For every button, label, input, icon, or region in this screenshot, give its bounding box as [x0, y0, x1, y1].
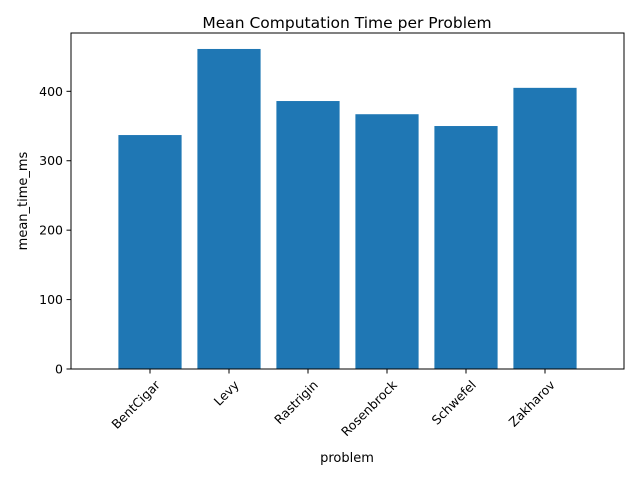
- bar-bentcigar: [118, 135, 182, 369]
- bar-rosenbrock: [355, 114, 419, 369]
- y-tick-label: 100: [39, 292, 63, 307]
- x-axis-label: problem: [320, 451, 374, 466]
- bar-rastrigin: [276, 101, 340, 370]
- bar-schwefel: [434, 126, 498, 369]
- y-axis-label: mean_time_ms: [16, 151, 31, 250]
- bars-group: [118, 48, 577, 370]
- plot-frame: [70, 32, 625, 370]
- y-tick-label: 300: [39, 153, 63, 168]
- x-tick-label-levy: Levy: [211, 377, 243, 409]
- x-axis-ticks: BentCigar Levy Rastrigin Rosenbrock Schwefel…: [108, 369, 558, 439]
- y-tick-label: 400: [39, 84, 63, 99]
- y-axis-ticks: 0 100 200 300 400: [39, 84, 71, 377]
- x-tick-label-zakharov: Zakharov: [506, 377, 559, 430]
- x-tick-label-rosenbrock: Rosenbrock: [338, 377, 400, 439]
- bar-zakharov: [513, 87, 577, 370]
- x-tick-label-rastrigin: Rastrigin: [271, 377, 321, 427]
- axes-group: [70, 32, 625, 370]
- y-tick-label: 0: [55, 362, 63, 377]
- x-tick-label-bentcigar: BentCigar: [108, 377, 163, 432]
- x-tick-label-schwefel: Schwefel: [429, 377, 479, 427]
- bar-levy: [197, 48, 261, 369]
- y-tick-label: 200: [39, 223, 63, 238]
- chart-title: Mean Computation Time per Problem: [202, 14, 491, 32]
